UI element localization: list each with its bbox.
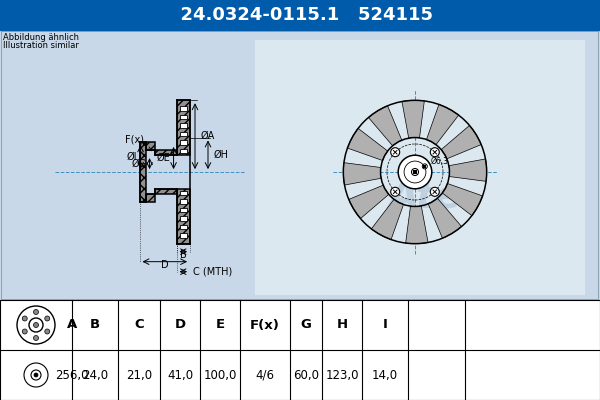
Wedge shape xyxy=(343,163,381,185)
Bar xyxy=(180,191,187,196)
Circle shape xyxy=(391,148,400,157)
Bar xyxy=(180,148,187,153)
Circle shape xyxy=(45,329,50,334)
Bar xyxy=(0,30,600,300)
Text: Illustration similar: Illustration similar xyxy=(3,42,79,50)
Bar xyxy=(180,225,187,229)
Text: 256,0: 256,0 xyxy=(55,368,89,382)
Text: 24,0: 24,0 xyxy=(82,368,108,382)
Text: D: D xyxy=(161,260,169,270)
Text: 24.0324-0115.1   524115: 24.0324-0115.1 524115 xyxy=(167,6,433,24)
Text: 100,0: 100,0 xyxy=(203,368,236,382)
Circle shape xyxy=(34,322,38,328)
Bar xyxy=(0,300,600,400)
Wedge shape xyxy=(428,198,461,238)
Text: Ate: Ate xyxy=(389,178,461,216)
Wedge shape xyxy=(349,185,389,218)
Bar xyxy=(180,233,187,238)
Bar xyxy=(180,115,187,119)
Circle shape xyxy=(45,316,50,321)
Text: 4/6: 4/6 xyxy=(256,368,275,382)
Wedge shape xyxy=(441,126,481,159)
Text: F(x): F(x) xyxy=(125,135,151,151)
Bar xyxy=(180,132,187,136)
Bar xyxy=(176,100,190,155)
Text: ØA: ØA xyxy=(201,131,215,141)
Text: 21,0: 21,0 xyxy=(126,368,152,382)
Circle shape xyxy=(34,336,38,340)
Bar xyxy=(155,189,176,194)
Text: E: E xyxy=(215,318,224,332)
Bar xyxy=(180,199,187,204)
Text: I: I xyxy=(383,318,388,332)
Bar xyxy=(413,170,417,174)
Bar xyxy=(424,165,426,168)
Text: B: B xyxy=(90,318,100,332)
Bar xyxy=(0,0,600,30)
Bar xyxy=(180,216,187,221)
Wedge shape xyxy=(427,104,458,145)
Circle shape xyxy=(34,310,38,314)
Bar xyxy=(180,208,187,212)
Wedge shape xyxy=(368,106,402,146)
Wedge shape xyxy=(402,100,424,138)
Wedge shape xyxy=(371,199,404,240)
Bar xyxy=(140,142,146,202)
Bar xyxy=(180,106,187,111)
Text: D: D xyxy=(175,318,185,332)
Circle shape xyxy=(422,164,427,169)
Text: ØH: ØH xyxy=(214,150,229,160)
Bar xyxy=(146,142,155,150)
Circle shape xyxy=(430,148,439,157)
Bar xyxy=(155,150,176,155)
Circle shape xyxy=(34,373,38,377)
Wedge shape xyxy=(406,206,428,244)
Circle shape xyxy=(22,329,27,334)
Circle shape xyxy=(22,316,27,321)
Text: B: B xyxy=(180,250,187,260)
Text: 41,0: 41,0 xyxy=(167,368,193,382)
Text: Ø6,3: Ø6,3 xyxy=(431,157,449,166)
Wedge shape xyxy=(449,159,487,181)
Text: G: G xyxy=(301,318,311,332)
Circle shape xyxy=(398,155,432,189)
Text: ØG: ØG xyxy=(131,158,146,169)
Text: Abbildung ähnlich: Abbildung ähnlich xyxy=(3,34,79,42)
Text: C: C xyxy=(134,318,144,332)
Wedge shape xyxy=(442,184,482,216)
Bar xyxy=(180,123,187,128)
Bar xyxy=(176,189,190,244)
Text: ØI: ØI xyxy=(127,152,137,162)
Bar xyxy=(146,194,155,202)
Text: 123,0: 123,0 xyxy=(325,368,359,382)
Circle shape xyxy=(391,187,400,196)
Text: 60,0: 60,0 xyxy=(293,368,319,382)
Text: A: A xyxy=(67,318,77,332)
Bar xyxy=(180,140,187,145)
Text: H: H xyxy=(337,318,347,332)
Text: 14,0: 14,0 xyxy=(372,368,398,382)
Text: F(x): F(x) xyxy=(250,318,280,332)
Text: C (MTH): C (MTH) xyxy=(193,267,232,277)
Circle shape xyxy=(430,187,439,196)
Text: ØE: ØE xyxy=(157,153,170,163)
Bar xyxy=(1,31,598,299)
Bar xyxy=(255,40,585,295)
Circle shape xyxy=(412,168,419,176)
Wedge shape xyxy=(347,128,388,160)
